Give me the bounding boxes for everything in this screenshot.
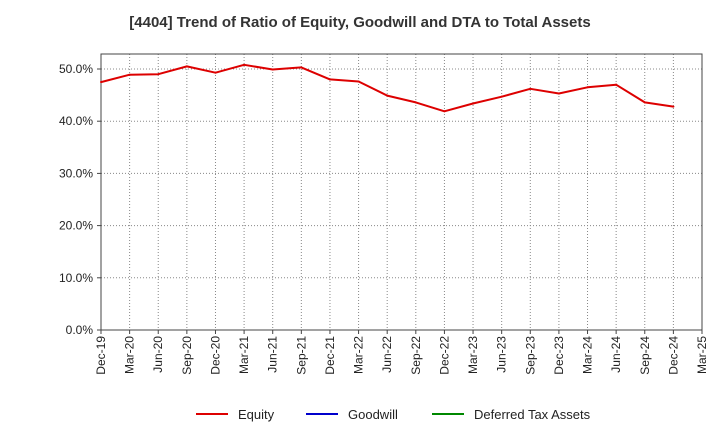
x-tick-label: Sep-24 [638,336,652,375]
data-point [271,68,274,71]
y-tick-label: 40.0% [59,114,93,128]
data-point [185,65,188,68]
x-tick-label: Sep-22 [409,336,423,375]
legend-label-deferred-tax-assets: Deferred Tax Assets [474,407,591,422]
x-tick-label: Mar-23 [466,336,480,374]
data-point [529,87,532,90]
x-tick-label: Jun-22 [380,336,394,373]
x-tick-label: Mar-22 [352,336,366,374]
plot-area [101,54,702,330]
x-tick-label: Mar-21 [237,336,251,374]
data-point [157,73,160,76]
data-point [243,63,246,66]
x-tick-label: Dec-23 [552,336,566,375]
x-tick-label: Dec-20 [208,336,222,375]
x-tick-label: Mar-25 [695,336,709,374]
data-point [500,95,503,98]
x-tick-label: Jun-21 [266,336,280,373]
y-axis: 0.0% 10.0% 20.0% 30.0% 40.0% 50.0% [59,62,101,337]
x-tick-label: Sep-21 [294,336,308,375]
y-tick-label: 10.0% [59,271,93,285]
data-point [328,78,331,81]
legend-label-equity: Equity [238,407,275,422]
y-tick-label: 0.0% [66,323,94,337]
x-tick-label: Dec-21 [323,336,337,375]
data-point [386,94,389,97]
x-tick-label: Dec-24 [666,336,680,375]
data-point [615,83,618,86]
x-tick-label: Dec-22 [437,336,451,375]
data-point [557,92,560,95]
legend-label-goodwill: Goodwill [348,407,398,422]
data-point [357,80,360,83]
x-tick-label: Jun-23 [495,336,509,373]
legend: Equity Goodwill Deferred Tax Assets [196,407,591,422]
x-tick-label: Sep-23 [523,336,537,375]
data-point [672,105,675,108]
x-tick-label: Dec-19 [94,336,108,375]
y-tick-label: 50.0% [59,62,93,76]
data-point [100,81,102,84]
data-point [128,73,131,76]
data-point [472,102,475,105]
data-point [443,110,446,113]
x-tick-label: Sep-20 [180,336,194,375]
data-point [414,101,417,104]
y-tick-label: 20.0% [59,219,93,233]
grid-layer [101,54,702,330]
data-point [300,66,303,69]
x-tick-label: Jun-24 [609,336,623,373]
plot-frame [100,53,703,331]
data-point [586,86,589,89]
x-tick-label: Mar-24 [581,336,595,374]
data-point [214,71,217,74]
data-point [643,101,646,104]
chart-title: [4404] Trend of Ratio of Equity, Goodwil… [129,14,591,31]
series-layer [100,63,675,113]
y-tick-label: 30.0% [59,166,93,180]
x-tick-label: Mar-20 [123,336,137,374]
x-tick-label: Jun-20 [151,336,165,373]
x-axis: Dec-19 Mar-20 Jun-20 Sep-20 Dec-20 Mar-21 Jun-… [94,330,709,375]
